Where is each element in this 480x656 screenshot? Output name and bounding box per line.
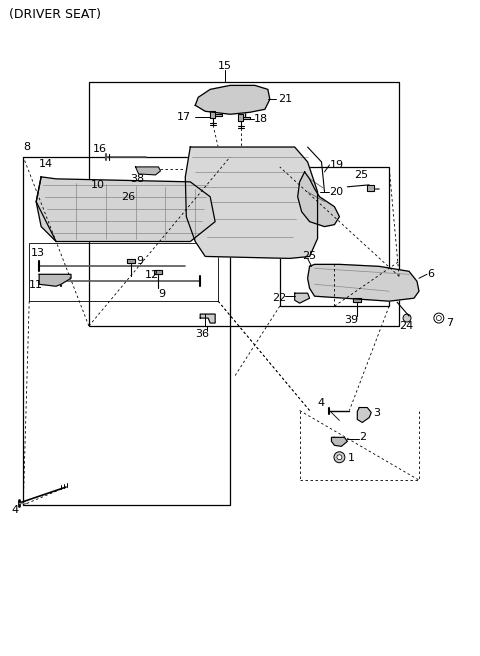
Polygon shape xyxy=(195,85,270,114)
Circle shape xyxy=(436,316,441,321)
Text: 38: 38 xyxy=(131,174,145,184)
Polygon shape xyxy=(298,172,339,226)
Text: 4: 4 xyxy=(318,398,324,407)
Polygon shape xyxy=(127,259,134,263)
Polygon shape xyxy=(210,112,222,118)
Circle shape xyxy=(109,192,118,201)
Polygon shape xyxy=(136,167,160,175)
Text: 2: 2 xyxy=(360,432,366,442)
Text: 19: 19 xyxy=(329,160,344,170)
Bar xyxy=(29,243,218,301)
Text: 11: 11 xyxy=(29,280,43,290)
Text: 15: 15 xyxy=(218,60,232,71)
Polygon shape xyxy=(39,274,71,286)
Text: 20: 20 xyxy=(329,187,344,197)
Text: 13: 13 xyxy=(31,249,45,258)
Text: 14: 14 xyxy=(39,159,53,169)
Polygon shape xyxy=(295,293,310,303)
Polygon shape xyxy=(238,114,250,121)
Text: 6: 6 xyxy=(427,270,434,279)
Polygon shape xyxy=(308,264,419,301)
Text: 9: 9 xyxy=(137,256,144,266)
Text: 9: 9 xyxy=(158,289,166,299)
Text: 7: 7 xyxy=(446,318,453,328)
Text: 26: 26 xyxy=(120,192,135,202)
Text: 25: 25 xyxy=(301,251,316,262)
Text: 21: 21 xyxy=(278,94,292,104)
Circle shape xyxy=(434,313,444,323)
Circle shape xyxy=(112,195,116,199)
Text: 1: 1 xyxy=(348,453,354,463)
Polygon shape xyxy=(36,177,215,241)
Text: 18: 18 xyxy=(254,114,268,124)
Text: 3: 3 xyxy=(373,407,380,417)
Polygon shape xyxy=(185,147,318,258)
Polygon shape xyxy=(357,407,371,422)
Text: 36: 36 xyxy=(195,329,209,339)
Polygon shape xyxy=(332,438,348,446)
Circle shape xyxy=(334,452,345,462)
Circle shape xyxy=(403,314,411,322)
Polygon shape xyxy=(367,185,374,191)
Polygon shape xyxy=(200,314,215,323)
Bar xyxy=(89,83,399,326)
Text: 39: 39 xyxy=(344,315,359,325)
Bar xyxy=(23,157,230,505)
Polygon shape xyxy=(155,270,162,274)
Text: 4: 4 xyxy=(12,505,18,515)
Text: 17: 17 xyxy=(176,112,191,122)
Text: 16: 16 xyxy=(93,144,107,154)
Text: 10: 10 xyxy=(91,180,105,190)
Text: 22: 22 xyxy=(272,293,286,303)
Text: 12: 12 xyxy=(144,270,159,280)
Text: 25: 25 xyxy=(354,170,369,180)
Text: 24: 24 xyxy=(399,321,413,331)
Text: (DRIVER SEAT): (DRIVER SEAT) xyxy=(9,9,101,22)
Circle shape xyxy=(337,455,342,460)
Polygon shape xyxy=(353,298,361,302)
Bar xyxy=(280,167,389,306)
Text: 8: 8 xyxy=(23,142,30,152)
